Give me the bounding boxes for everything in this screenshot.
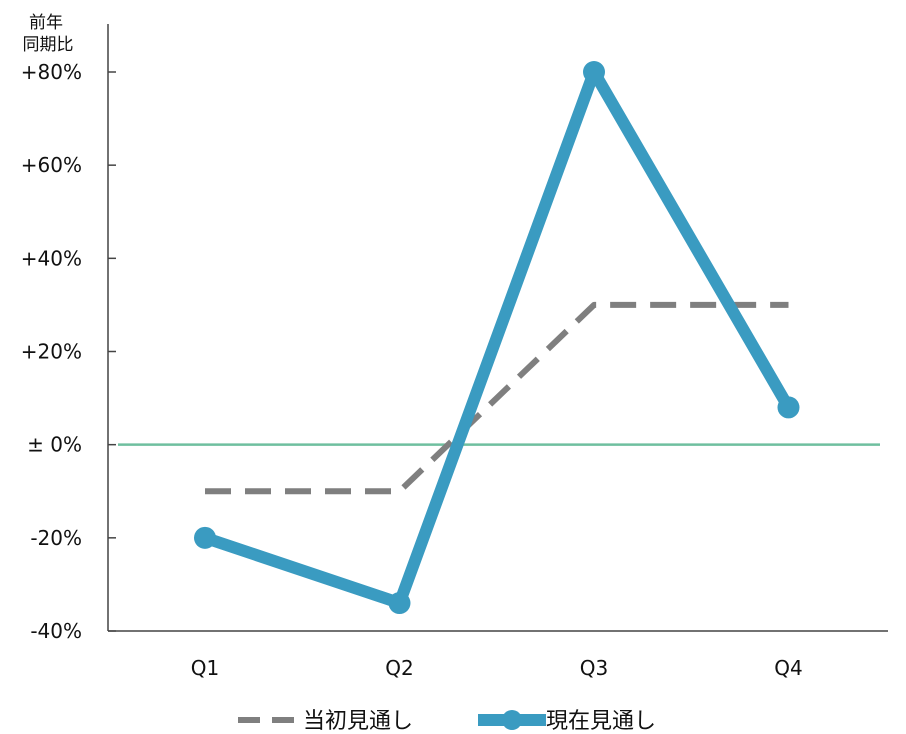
data-point xyxy=(583,61,605,83)
series-layer xyxy=(194,61,800,615)
legend-label: 当初見通し xyxy=(303,709,413,734)
y-tick-label: +40% xyxy=(21,246,82,270)
y-tick-label: -40% xyxy=(30,619,82,643)
legend-label: 現在見通し xyxy=(546,709,656,734)
y-axis-title-line-2: 同期比 xyxy=(23,35,74,55)
series-line-2 xyxy=(203,66,794,610)
data-point xyxy=(777,396,800,419)
x-tick-label: Q3 xyxy=(580,656,608,680)
y-tick-labels: -40% -20% ± 0% +20% +40% +60% +80% xyxy=(21,60,116,643)
y-tick-label: ± 0% xyxy=(27,433,82,457)
x-tick-label: Q1 xyxy=(191,656,219,680)
x-tick-label: Q4 xyxy=(774,656,802,680)
data-point xyxy=(388,592,411,615)
y-axis-title-line-1: 前年 xyxy=(29,13,63,33)
plot-area xyxy=(107,24,888,632)
x-tick-labels: Q1 Q2 Q3 Q4 xyxy=(191,656,803,680)
data-point xyxy=(194,526,216,549)
y-tick-label: -20% xyxy=(30,526,82,550)
legend-marker xyxy=(502,710,522,730)
y-tick-label: +80% xyxy=(21,60,82,84)
y-tick-label: +60% xyxy=(21,153,82,177)
legend: 当初見通し 現在見通し xyxy=(238,709,656,734)
series-line-1 xyxy=(205,301,789,495)
y-tick-label: +20% xyxy=(21,340,82,364)
x-tick-label: Q2 xyxy=(385,656,413,680)
